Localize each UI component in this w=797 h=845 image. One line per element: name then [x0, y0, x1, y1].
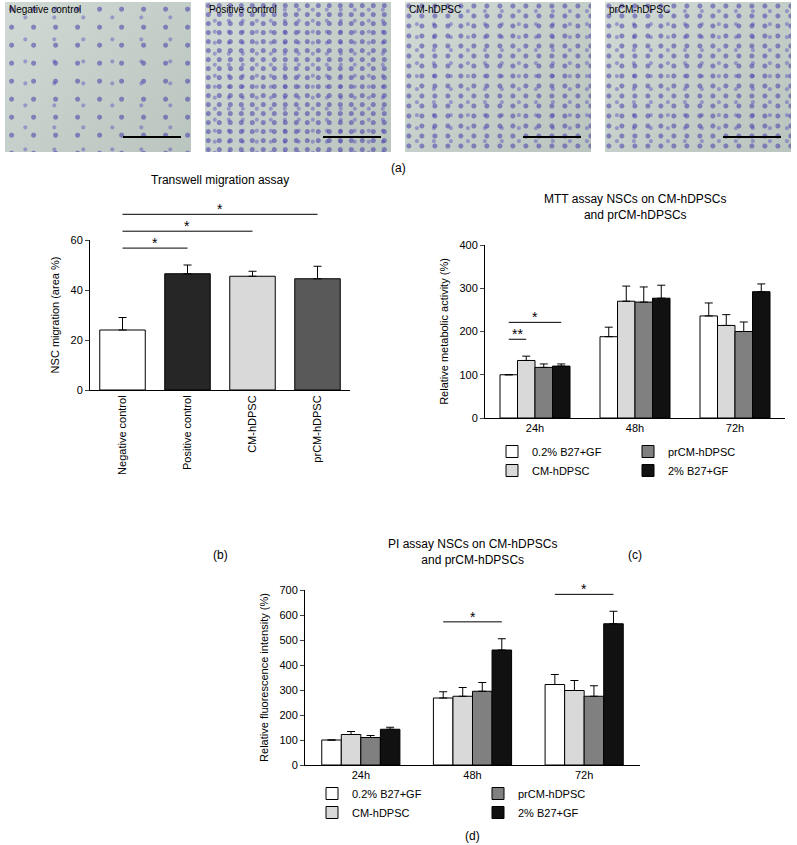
svg-text:Transwell migration assay: Transwell migration assay — [151, 173, 289, 187]
svg-text:72h: 72h — [726, 422, 744, 434]
html-text:Positive control: Positive control — [209, 4, 277, 15]
svg-text:0: 0 — [292, 759, 298, 771]
svg-text:*: * — [217, 201, 223, 217]
svg-text:600: 600 — [279, 609, 297, 621]
svg-text:CM-hDPSC: CM-hDPSC — [352, 807, 410, 819]
svg-text:300: 300 — [279, 684, 297, 696]
svg-text:300: 300 — [459, 282, 477, 294]
svg-text:40: 40 — [71, 284, 83, 296]
svg-text:(c): (c) — [628, 548, 642, 562]
svg-text:0.2% B27+GF: 0.2% B27+GF — [532, 446, 602, 458]
svg-text:(b): (b) — [213, 548, 228, 562]
svg-text:72h: 72h — [575, 769, 593, 781]
svg-text:200: 200 — [459, 325, 477, 337]
html-text:prCM-hDPSC: prCM-hDPSC — [609, 4, 671, 15]
svg-text:60: 60 — [71, 234, 83, 246]
svg-text:NSC migration (area %): NSC migration (area %) — [49, 257, 61, 374]
html-text:Negative control: Negative control — [9, 4, 82, 15]
svg-text:prCM-hDPSC: prCM-hDPSC — [518, 788, 585, 800]
svg-text:0: 0 — [77, 384, 83, 396]
svg-text:*: * — [184, 218, 190, 234]
svg-text:500: 500 — [279, 634, 297, 646]
svg-text:CM-hDPSC: CM-hDPSC — [532, 465, 590, 477]
svg-text:20: 20 — [71, 334, 83, 346]
svg-text:*: * — [152, 235, 158, 251]
svg-text:2% B27+GF: 2% B27+GF — [668, 465, 729, 477]
svg-text:MTT assay NSCs on CM-hDPSCsand: MTT assay NSCs on CM-hDPSCsand prCM-hDPS… — [544, 192, 726, 222]
html-text:CM-hDPSC: CM-hDPSC — [409, 4, 462, 15]
svg-text:400: 400 — [279, 659, 297, 671]
svg-text:48h: 48h — [626, 422, 644, 434]
svg-text:Relative metabolic activity (%: Relative metabolic activity (%) — [438, 258, 450, 405]
svg-text:*: * — [532, 309, 538, 325]
svg-text:24h: 24h — [352, 769, 370, 781]
svg-text:Relative fluorescence intensit: Relative fluorescence intensity (%) — [258, 593, 270, 762]
svg-text:(d): (d) — [465, 829, 480, 843]
svg-text:48h: 48h — [463, 769, 481, 781]
svg-text:200: 200 — [279, 709, 297, 721]
svg-text:CM-hDPSC: CM-hDPSC — [246, 395, 258, 453]
svg-text:(a): (a) — [391, 161, 406, 175]
svg-text:prCM-hDPSC: prCM-hDPSC — [311, 395, 323, 462]
svg-text:700: 700 — [279, 584, 297, 596]
svg-text:Positive control: Positive control — [181, 395, 193, 470]
svg-text:0.2% B27+GF: 0.2% B27+GF — [352, 788, 422, 800]
svg-text:24h: 24h — [526, 422, 544, 434]
svg-text:Negative control: Negative control — [116, 395, 128, 475]
svg-text:400: 400 — [459, 239, 477, 251]
svg-text:0: 0 — [472, 412, 478, 424]
svg-text:**: ** — [512, 326, 523, 342]
svg-text:PI assay NSCs on CM-hDPSCsand: PI assay NSCs on CM-hDPSCsand prCM-hDPSC… — [388, 537, 557, 567]
svg-text:*: * — [470, 609, 476, 625]
svg-text:*: * — [581, 581, 587, 597]
svg-text:100: 100 — [279, 734, 297, 746]
svg-text:prCM-hDPSC: prCM-hDPSC — [668, 446, 735, 458]
svg-text:2% B27+GF: 2% B27+GF — [518, 807, 579, 819]
svg-text:100: 100 — [459, 369, 477, 381]
